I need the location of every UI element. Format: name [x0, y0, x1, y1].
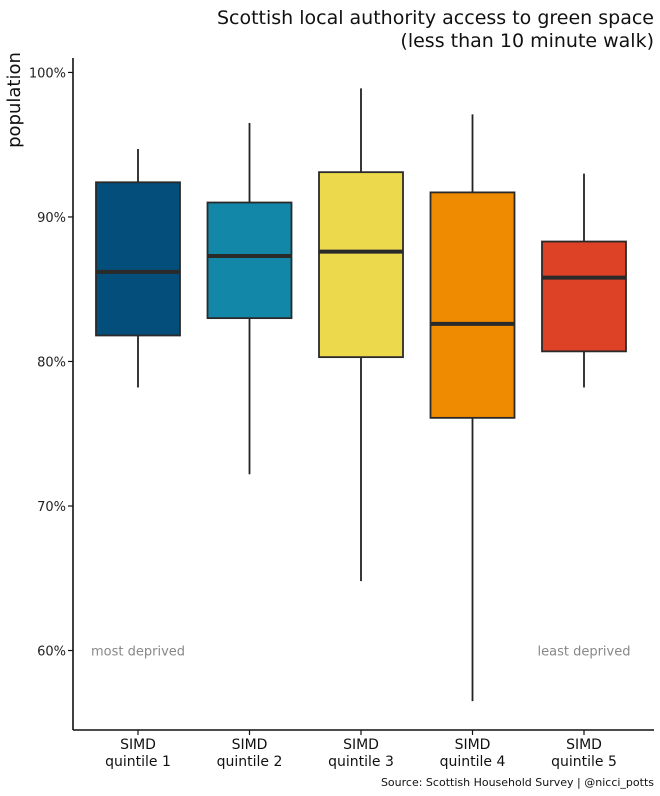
x-tick-label-line-2: quintile 1 — [105, 754, 171, 770]
chart-title-line-1: Scottish local authority access to green… — [217, 7, 654, 29]
y-tick-label: 70% — [37, 500, 66, 515]
y-axis-label: population — [4, 52, 25, 148]
y-tick-label: 60% — [37, 645, 66, 660]
x-tick-label-line-1: SIMD — [120, 737, 156, 753]
x-tick-label-line-1: SIMD — [566, 737, 602, 753]
box — [541, 240, 627, 353]
x-tick-label-line-1: SIMD — [232, 737, 268, 753]
x-tick-label-line-2: quintile 5 — [551, 754, 617, 770]
x-tick-label-line-2: quintile 3 — [328, 754, 394, 770]
y-tick-label: 80% — [37, 355, 66, 370]
x-tick-label-line-1: SIMD — [343, 737, 379, 753]
box — [95, 181, 181, 337]
x-tick-label-line-2: quintile 4 — [440, 754, 506, 770]
box — [206, 201, 293, 320]
x-tick-label-line-2: quintile 2 — [217, 754, 283, 770]
y-tick-label: 100% — [29, 66, 66, 81]
x-tick-label-line-1: SIMD — [455, 737, 491, 753]
box — [429, 191, 516, 419]
chart-title-line-2: (less than 10 minute walk) — [400, 30, 654, 52]
annotation-label: most deprived — [91, 645, 185, 660]
y-tick-label: 90% — [37, 211, 66, 226]
box — [318, 171, 404, 359]
annotation-label: least deprived — [538, 645, 631, 660]
chart-caption: Source: Scottish Household Survey | @nic… — [381, 776, 654, 789]
